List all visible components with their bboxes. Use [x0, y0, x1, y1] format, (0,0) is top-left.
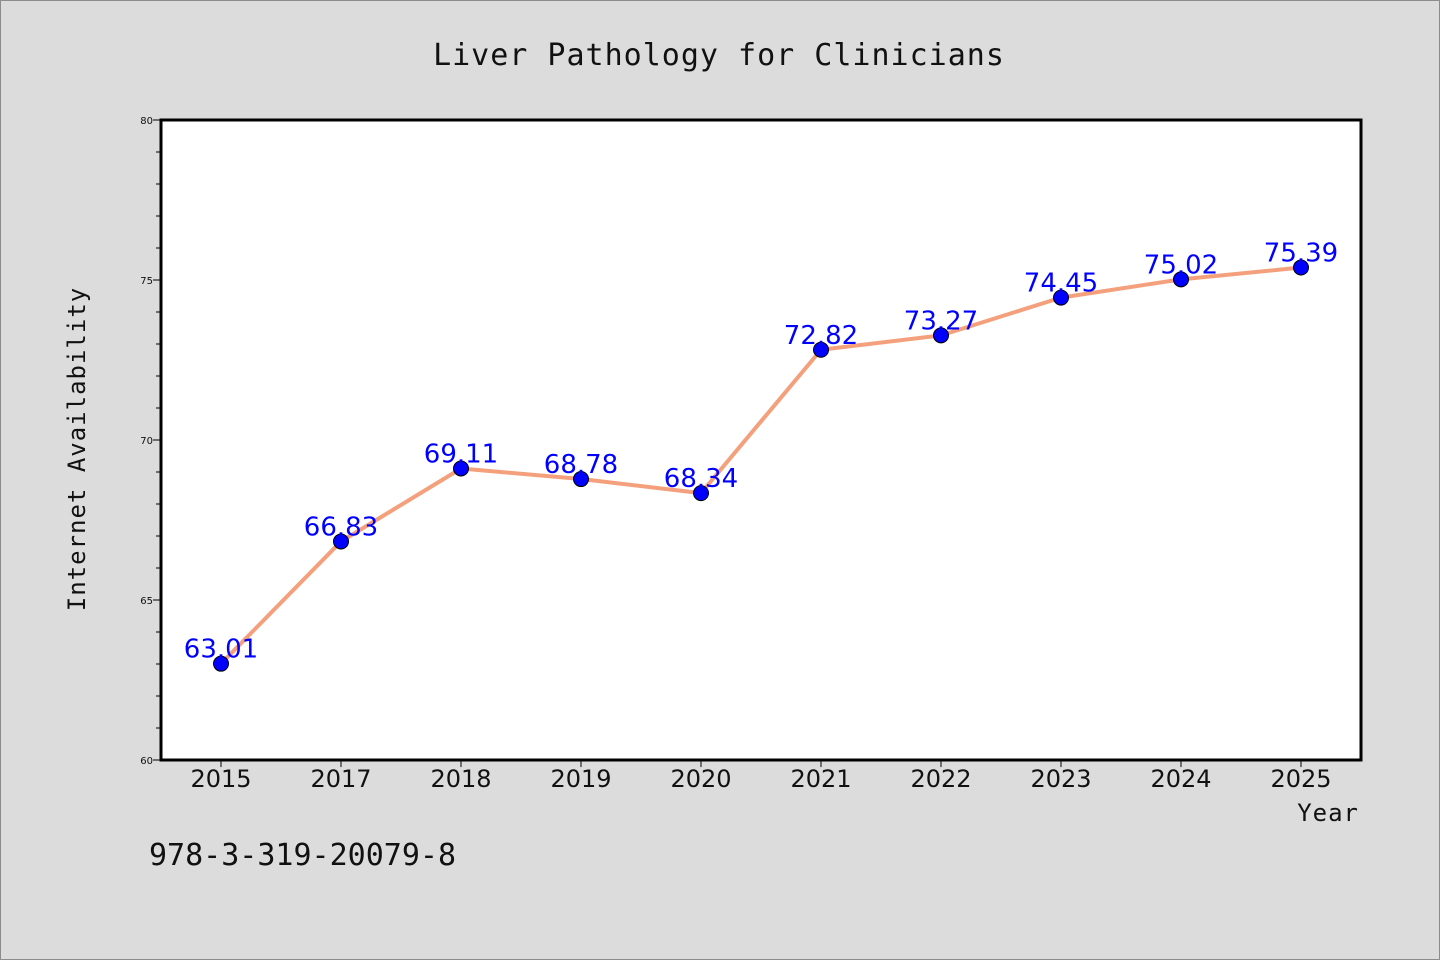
data-point: [1173, 271, 1189, 288]
data-point: [1053, 289, 1069, 306]
data-point: [213, 655, 229, 672]
data-point: [933, 327, 949, 344]
data-label: 75.39: [1264, 239, 1338, 269]
data-labels: 63.01 66.83 69.11 68.78 68.34 72.82 73.27 74.45…: [184, 239, 1338, 665]
x-tick-label: 2015: [190, 765, 251, 793]
data-label: 68.78: [544, 450, 618, 480]
plot-area: [159, 118, 1363, 762]
x-tick-label: 2023: [1030, 765, 1091, 793]
series-line-group: [219, 265, 1303, 666]
isbn-footnote: 978-3-319-20079-8: [149, 838, 456, 873]
y-tick-label: 75: [140, 276, 153, 287]
data-label: 63.01: [184, 635, 258, 665]
data-point: [1293, 259, 1309, 276]
y-axis: 60 65 70 75 80: [140, 116, 161, 767]
y-axis-label: Internet Availability: [63, 287, 91, 611]
x-tick-label: 2018: [430, 765, 491, 793]
data-label: 73.27: [904, 306, 978, 336]
x-tick-label: 2020: [670, 765, 731, 793]
data-label: 75.02: [1144, 250, 1218, 280]
data-point: [453, 460, 469, 477]
data-label: 69.11: [424, 439, 498, 469]
data-label: 66.83: [304, 512, 378, 542]
data-label: 74.45: [1024, 269, 1098, 299]
x-tick-label: 2024: [1150, 765, 1211, 793]
data-label: 72.82: [784, 321, 858, 351]
data-point: [693, 485, 709, 502]
series-markers: [213, 259, 1309, 672]
x-tick-label: 2019: [550, 765, 611, 793]
x-tick-label: 2025: [1270, 765, 1331, 793]
x-tick-label: 2021: [790, 765, 851, 793]
y-tick-label: 65: [140, 596, 153, 607]
data-point: [333, 533, 349, 550]
series-line: [219, 265, 1303, 666]
chart-title: Liver Pathology for Clinicians: [433, 38, 1005, 73]
x-tick-label: 2017: [310, 765, 371, 793]
data-point: [813, 341, 829, 358]
y-tick-label: 80: [140, 116, 153, 127]
x-axis: 2015 2017 2018 2019 2020 2021 2022 2023 2024 2025: [190, 760, 1332, 793]
y-tick-label: 70: [140, 436, 153, 447]
data-point: [573, 471, 589, 488]
x-tick-label: 2022: [910, 765, 971, 793]
y-tick-label: 60: [140, 756, 153, 767]
x-axis-label: Year: [1297, 799, 1359, 827]
data-label: 68.34: [664, 464, 738, 494]
